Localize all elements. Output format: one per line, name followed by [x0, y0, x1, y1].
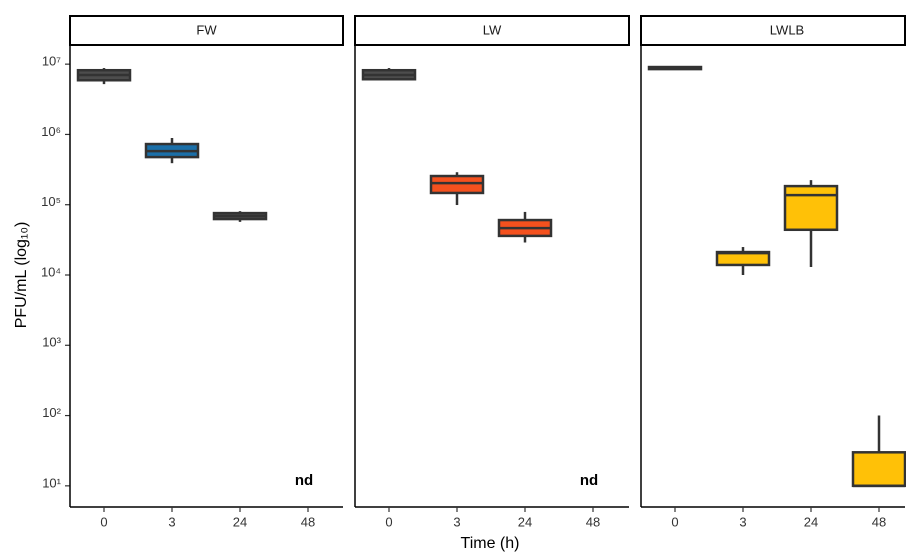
box	[783, 184, 839, 232]
y-tick-label: 10³	[42, 335, 61, 350]
strip	[354, 15, 630, 46]
x-tick-label: 24	[233, 514, 247, 529]
not-detected-label: nd	[580, 472, 598, 489]
y-tick-label: 10¹	[42, 475, 61, 490]
y-axis-title: PFU/mL (log₁₀)	[13, 222, 30, 329]
strip	[640, 15, 906, 46]
box	[429, 174, 485, 195]
y-tick-label: 10⁵	[41, 194, 61, 209]
not-detected-label: nd	[295, 472, 313, 489]
box	[851, 451, 906, 488]
x-tick-label: 48	[586, 514, 600, 529]
x-tick-label: 48	[872, 514, 886, 529]
strip	[69, 15, 344, 46]
strip-text: LW	[483, 22, 502, 37]
y-tick-label: 10²	[42, 405, 61, 420]
x-tick-label: 48	[301, 514, 315, 529]
y-tick-label: 10⁷	[42, 54, 61, 69]
x-tick-label: 0	[671, 514, 678, 529]
y-tick-label: 10⁶	[41, 124, 61, 139]
x-tick-label: 0	[385, 514, 392, 529]
x-tick-label: 24	[804, 514, 818, 529]
x-axis-title: Time (h)	[461, 535, 520, 552]
x-tick-label: 24	[518, 514, 532, 529]
x-tick-label: 3	[739, 514, 746, 529]
x-tick-label: 0	[100, 514, 107, 529]
strip-text: LWLB	[770, 22, 804, 37]
strip-text: FW	[196, 22, 217, 37]
x-tick-label: 3	[453, 514, 460, 529]
x-tick-label: 3	[168, 514, 175, 529]
y-tick-label: 10⁴	[41, 264, 61, 279]
